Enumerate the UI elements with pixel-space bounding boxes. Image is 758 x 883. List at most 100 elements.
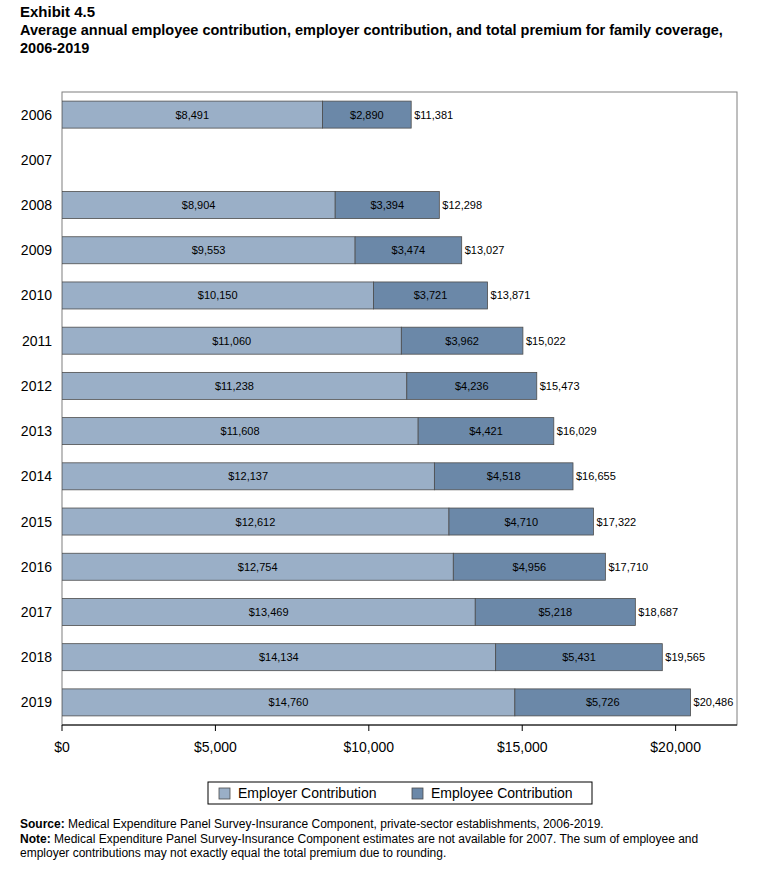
bar-segment (62, 372, 407, 399)
bar-segment (62, 101, 323, 128)
bar-segment (62, 282, 373, 309)
bar-segment (335, 192, 439, 219)
bar-segment (62, 508, 449, 535)
bar-segment (434, 463, 573, 490)
data-label: $5,726 (586, 696, 620, 708)
data-label: $11,238 (215, 380, 254, 392)
legend: Employer Contribution Employee Contributi… (208, 782, 592, 804)
data-label: $3,474 (392, 244, 426, 256)
data-labels: $8,491$2,890$11,381$8,904$3,394$12,298$9… (175, 109, 733, 709)
data-label: $5,431 (562, 651, 596, 663)
data-label: $3,962 (445, 335, 479, 347)
x-axis-line (62, 725, 737, 726)
data-label: $14,134 (259, 651, 299, 663)
data-label: $14,760 (269, 696, 309, 708)
x-tick-label: $5,000 (194, 739, 237, 755)
bar-segment (62, 689, 515, 716)
bar-segment (496, 644, 663, 671)
total-label: $15,473 (540, 380, 580, 392)
bar-segment (62, 192, 335, 219)
bar-segment (401, 327, 523, 354)
bar-segment (62, 327, 401, 354)
bar-segment (62, 237, 355, 264)
footnote-text: Medical Expenditure Panel Survey-Insuran… (68, 817, 604, 831)
total-label: $13,871 (491, 289, 531, 301)
category-label: 2012 (21, 378, 52, 394)
category-label: 2008 (21, 197, 52, 213)
bar-segment (515, 689, 691, 716)
footnotes: Source: Medical Expenditure Panel Survey… (20, 817, 740, 861)
chart-title: Average annual employee contribution, em… (20, 21, 740, 57)
total-label: $19,565 (665, 651, 705, 663)
bar-segment (475, 598, 635, 625)
bar-segment (355, 237, 462, 264)
x-tick-label: $10,000 (344, 739, 395, 755)
bar-segment (453, 553, 605, 580)
legend-swatch (412, 788, 423, 799)
data-label: $11,060 (212, 335, 251, 347)
plot-frame (62, 92, 737, 725)
x-tick-label: $20,000 (650, 739, 701, 755)
legend-label: Employee Contribution (431, 785, 573, 801)
data-label: $5,218 (538, 606, 572, 618)
bar-segment (418, 418, 554, 445)
category-label: 2013 (21, 423, 52, 439)
x-tick (368, 725, 369, 731)
category-label: 2017 (21, 604, 52, 620)
total-label: $16,029 (557, 425, 597, 437)
footnote-label: Note: (20, 832, 51, 846)
x-tick-label: $0 (54, 739, 70, 755)
category-label: 2011 (22, 333, 52, 349)
header: Exhibit 4.5 Average annual employee cont… (20, 3, 740, 57)
bar-segment (449, 508, 594, 535)
bar-segment (407, 372, 537, 399)
data-label: $3,721 (414, 289, 448, 301)
footnote-label: Source: (20, 817, 65, 831)
data-label: $4,421 (469, 425, 503, 437)
bar-segment (373, 282, 487, 309)
x-tick (62, 725, 63, 731)
category-label: 2007 (21, 152, 52, 168)
category-label: 2006 (21, 107, 52, 123)
total-label: $18,687 (638, 606, 678, 618)
data-label: $12,612 (236, 516, 276, 528)
bar-segment (62, 463, 434, 490)
total-label: $11,381 (414, 109, 453, 121)
footnote-text: Medical Expenditure Panel Survey-Insuran… (20, 832, 698, 861)
category-label: 2010 (21, 287, 52, 303)
data-label: $11,608 (221, 425, 260, 437)
data-label: $12,754 (238, 561, 278, 573)
data-label: $4,236 (455, 380, 489, 392)
category-label: 2015 (21, 514, 52, 530)
x-tick (675, 725, 676, 731)
bar-segment (62, 598, 475, 625)
data-label: $4,710 (504, 516, 538, 528)
category-label: 2009 (21, 242, 52, 258)
bar-segment (62, 644, 496, 671)
data-label: $3,394 (370, 199, 404, 211)
bar-segment (62, 418, 418, 445)
bar-segment (323, 101, 412, 128)
data-label: $2,890 (350, 109, 384, 121)
data-label: $10,150 (198, 289, 238, 301)
category-label: 2016 (21, 559, 52, 575)
total-label: $15,022 (526, 335, 566, 347)
data-label: $8,904 (182, 199, 216, 211)
x-tick (215, 725, 216, 731)
data-label: $13,469 (249, 606, 289, 618)
data-label: $4,518 (487, 470, 521, 482)
exhibit-label: Exhibit 4.5 (20, 3, 740, 21)
x-tick (522, 725, 523, 731)
footnote: Note: Medical Expenditure Panel Survey-I… (20, 832, 740, 861)
x-tick-label: $15,000 (497, 739, 548, 755)
legend-label: Employer Contribution (238, 785, 377, 801)
bar-segment (62, 553, 453, 580)
data-label: $4,956 (513, 561, 547, 573)
data-label: $9,553 (192, 244, 226, 256)
data-label: $8,491 (175, 109, 209, 121)
total-label: $17,322 (596, 516, 636, 528)
footnote: Source: Medical Expenditure Panel Survey… (20, 817, 740, 832)
legend-box (208, 782, 592, 804)
total-label: $16,655 (576, 470, 616, 482)
total-label: $20,486 (694, 696, 734, 708)
